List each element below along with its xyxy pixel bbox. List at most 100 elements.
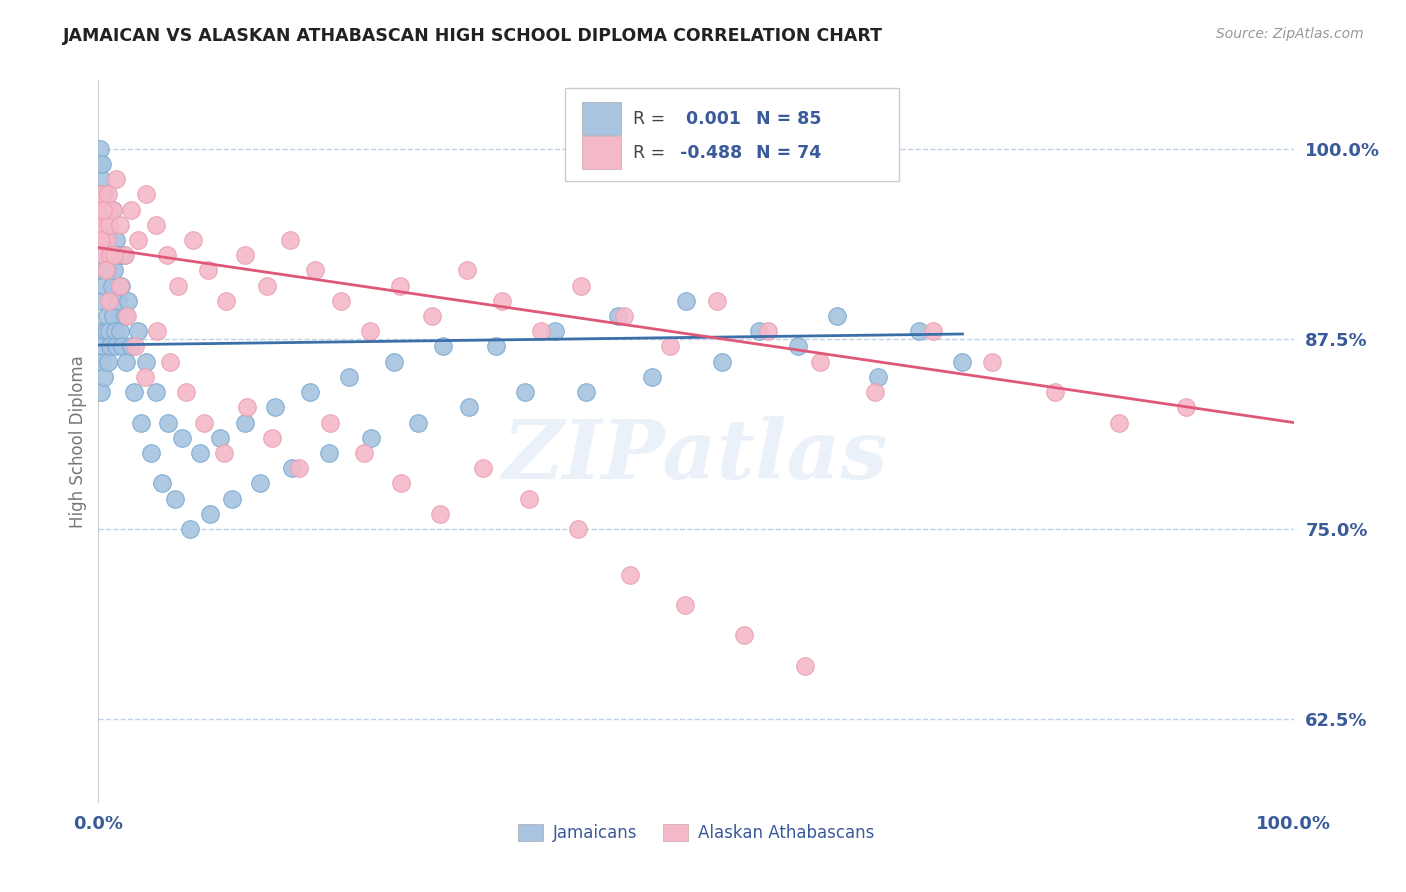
Point bbox=[114, 309, 136, 323]
Point bbox=[517, 491, 540, 506]
Point bbox=[120, 339, 142, 353]
Point bbox=[1043, 385, 1066, 400]
Point bbox=[96, 202, 118, 217]
Point bbox=[90, 172, 112, 186]
Point bbox=[156, 416, 179, 430]
Point bbox=[786, 339, 808, 353]
Point bbox=[304, 263, 326, 277]
Point bbox=[249, 476, 271, 491]
Point bbox=[388, 278, 411, 293]
Point bbox=[91, 202, 114, 217]
Point bbox=[93, 278, 115, 293]
Point bbox=[825, 309, 848, 323]
Point bbox=[107, 293, 129, 308]
Point bbox=[339, 370, 361, 384]
Point bbox=[193, 416, 215, 430]
Point bbox=[198, 507, 221, 521]
Text: Source: ZipAtlas.com: Source: ZipAtlas.com bbox=[1216, 27, 1364, 41]
Point bbox=[159, 354, 181, 368]
Point bbox=[429, 507, 451, 521]
Point bbox=[215, 293, 238, 308]
Point bbox=[485, 339, 508, 353]
Point bbox=[256, 278, 278, 293]
Point bbox=[127, 324, 149, 338]
Point bbox=[91, 202, 114, 217]
Point bbox=[114, 248, 136, 262]
Point bbox=[420, 309, 443, 323]
Point bbox=[111, 339, 134, 353]
Point bbox=[544, 324, 567, 338]
Point bbox=[567, 522, 589, 536]
Text: ZIPatlas: ZIPatlas bbox=[503, 416, 889, 496]
Point bbox=[172, 431, 194, 445]
Point bbox=[458, 401, 481, 415]
Point bbox=[197, 263, 219, 277]
Point bbox=[748, 324, 770, 338]
Point bbox=[235, 401, 257, 415]
Point bbox=[613, 309, 636, 323]
FancyBboxPatch shape bbox=[582, 136, 620, 169]
Point bbox=[101, 202, 124, 217]
Point bbox=[96, 233, 118, 247]
Point bbox=[94, 263, 117, 277]
Point bbox=[91, 218, 114, 232]
Point bbox=[91, 248, 114, 262]
Point bbox=[94, 233, 117, 247]
Point bbox=[360, 431, 382, 445]
Point bbox=[115, 354, 138, 368]
Text: JAMAICAN VS ALASKAN ATHABASCAN HIGH SCHOOL DIPLOMA CORRELATION CHART: JAMAICAN VS ALASKAN ATHABASCAN HIGH SCHO… bbox=[63, 27, 883, 45]
Point bbox=[90, 233, 112, 247]
Point bbox=[89, 157, 111, 171]
Point bbox=[101, 309, 124, 323]
Point bbox=[93, 248, 115, 262]
Point bbox=[382, 354, 405, 368]
Point bbox=[181, 233, 204, 247]
Point bbox=[619, 567, 641, 582]
Point bbox=[98, 293, 121, 308]
Point bbox=[98, 339, 122, 353]
Point bbox=[658, 339, 681, 353]
Point bbox=[1108, 416, 1130, 430]
Point bbox=[93, 370, 115, 384]
Point bbox=[866, 370, 889, 384]
Point bbox=[131, 416, 153, 430]
Point bbox=[124, 339, 146, 353]
Point bbox=[120, 202, 142, 217]
Point bbox=[513, 385, 536, 400]
Point bbox=[127, 233, 149, 247]
Point bbox=[91, 293, 114, 308]
Point bbox=[98, 218, 121, 232]
Point bbox=[89, 324, 111, 338]
Point bbox=[288, 461, 311, 475]
Point bbox=[89, 263, 111, 277]
Point bbox=[117, 293, 139, 308]
Point bbox=[90, 218, 112, 232]
Point bbox=[167, 278, 190, 293]
Point bbox=[163, 491, 186, 506]
Point bbox=[318, 446, 340, 460]
Point bbox=[145, 385, 167, 400]
Text: R =: R = bbox=[633, 110, 671, 128]
Point bbox=[808, 354, 831, 368]
Legend: Jamaicans, Alaskan Athabascans: Jamaicans, Alaskan Athabascans bbox=[512, 817, 880, 848]
Point bbox=[221, 491, 243, 506]
Point bbox=[94, 202, 117, 217]
FancyBboxPatch shape bbox=[565, 87, 900, 181]
Point bbox=[179, 522, 201, 536]
Point bbox=[575, 385, 598, 400]
Y-axis label: High School Diploma: High School Diploma bbox=[69, 355, 87, 528]
Point bbox=[472, 461, 495, 475]
Point bbox=[103, 248, 125, 262]
Point bbox=[406, 416, 429, 430]
Point bbox=[110, 278, 132, 293]
Point bbox=[188, 446, 211, 460]
Point bbox=[135, 187, 157, 202]
Point bbox=[209, 431, 232, 445]
Point bbox=[108, 218, 131, 232]
Point bbox=[330, 293, 353, 308]
Point bbox=[607, 309, 630, 323]
Point bbox=[98, 324, 121, 338]
Point bbox=[98, 248, 122, 262]
Point bbox=[135, 354, 157, 368]
Point bbox=[112, 248, 135, 262]
